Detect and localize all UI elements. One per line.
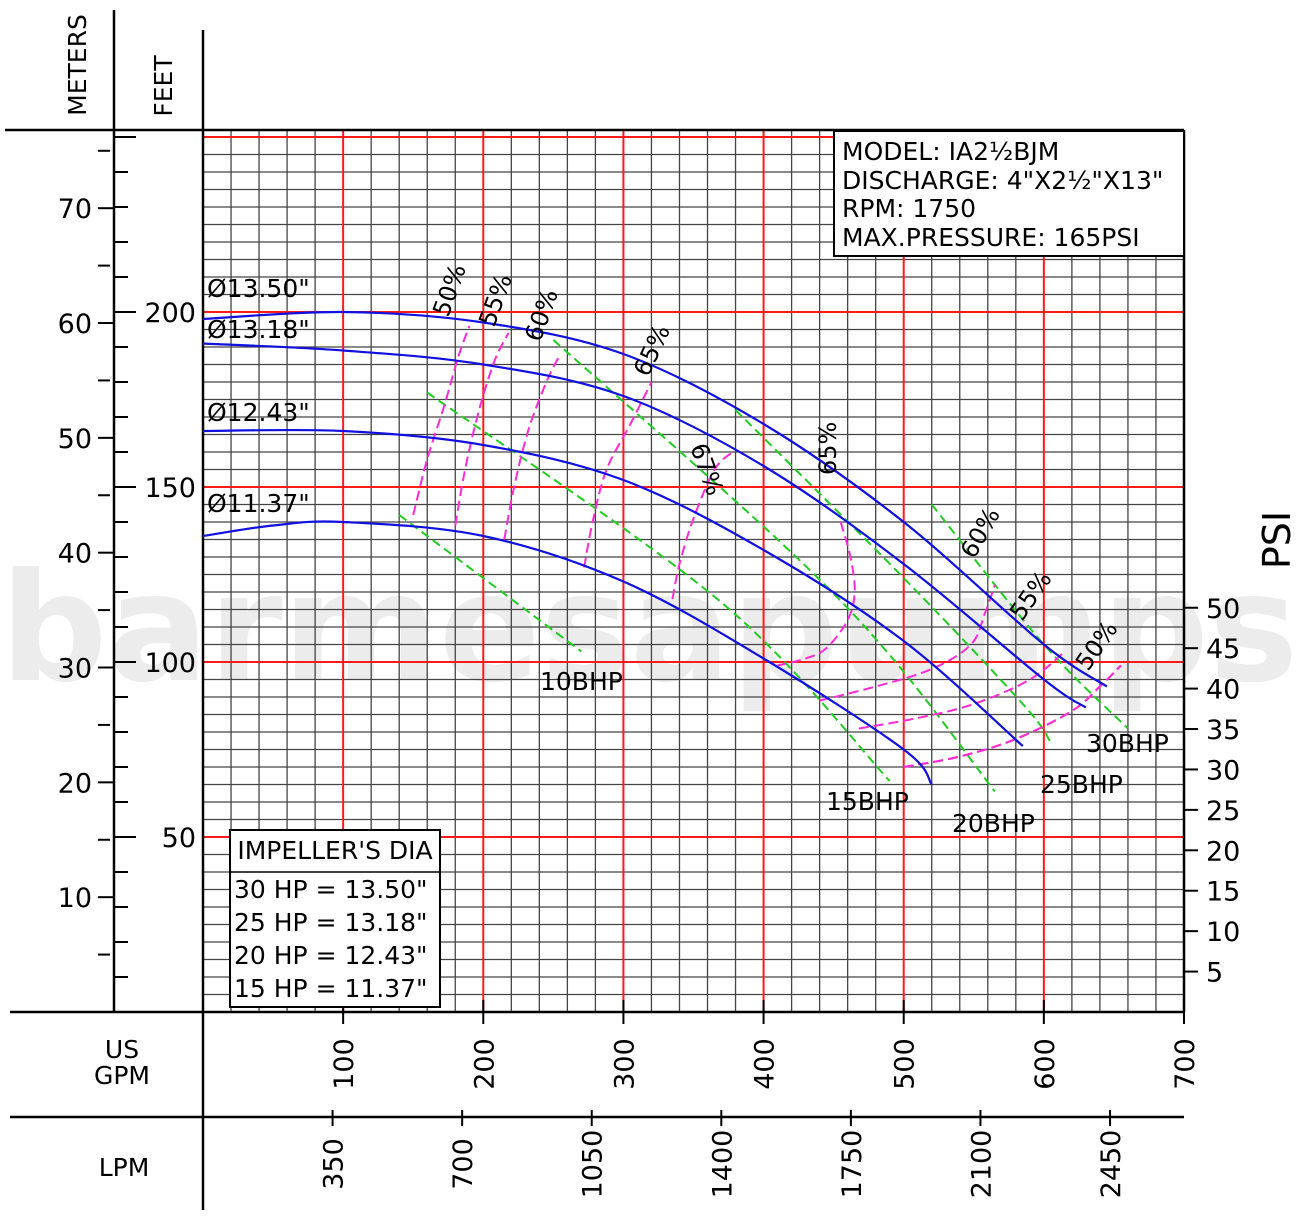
feet-axis-title: FEET <box>149 55 178 117</box>
feet-tick-label: 150 <box>144 473 196 504</box>
efficiency-curve <box>671 451 734 600</box>
lpm-tick-label: 1750 <box>837 1130 868 1199</box>
rpm-line: RPM: 1750 <box>842 194 976 223</box>
bhp-label: 30BHP <box>1086 729 1169 758</box>
impeller-row: 25 HP = 13.18" <box>234 908 428 937</box>
head-curve <box>202 342 1087 709</box>
bhp-line <box>552 339 996 793</box>
head-curve <box>202 310 1108 688</box>
lpm-axis-title: LPM <box>99 1153 150 1182</box>
meters-tick-label: 40 <box>58 539 92 570</box>
max-pressure-line: MAX.PRESSURE: 165PSI <box>842 223 1140 252</box>
psi-tick-label: 35 <box>1206 715 1240 746</box>
bhp-label: 10BHP <box>540 667 623 696</box>
feet-tick-label: 200 <box>144 298 196 329</box>
bhp-label: 20BHP <box>952 809 1035 838</box>
meters-tick-label: 60 <box>58 309 92 340</box>
impeller-row: 30 HP = 13.50" <box>234 875 428 904</box>
head-curve <box>202 428 1024 747</box>
lpm-tick-label: 1050 <box>578 1130 609 1199</box>
lpm-tick-label: 2450 <box>1096 1130 1127 1199</box>
head-curves <box>202 310 1108 786</box>
efficiency-curve <box>503 353 562 540</box>
efficiency-label: 65% <box>814 422 842 475</box>
meters-tick-label: 10 <box>58 883 92 914</box>
gpm-tick-label: 400 <box>750 1038 781 1090</box>
impeller-dia-box: IMPELLER'S DIA 30 HP = 13.50" 25 HP = 13… <box>229 829 441 1008</box>
efficiency-curve <box>412 325 471 516</box>
gpm-tick-label: 100 <box>329 1038 360 1090</box>
meters-tick-label: 30 <box>58 654 92 685</box>
model-info-box: MODEL: IA2½BJM DISCHARGE: 4"X2½"X13" RPM… <box>833 130 1185 257</box>
feet-tick-label: 50 <box>162 823 196 854</box>
lpm-tick-label: 1400 <box>707 1130 738 1199</box>
bhp-label: 15BHP <box>826 787 909 816</box>
meters-tick-label: 70 <box>58 194 92 225</box>
efficiency-curve <box>777 521 856 667</box>
discharge-line: DISCHARGE: 4"X2½"X13" <box>842 166 1163 195</box>
psi-tick-label: 20 <box>1206 836 1240 867</box>
gpm-axis-title: US <box>105 1035 139 1064</box>
gpm-tick-label: 300 <box>609 1038 640 1090</box>
axis-frame <box>5 10 1186 1210</box>
lpm-tick-label: 700 <box>448 1138 479 1190</box>
psi-axis-title: PSI <box>1255 511 1299 569</box>
psi-tick-label: 15 <box>1206 877 1240 908</box>
lpm-tick-label: 2100 <box>966 1130 997 1199</box>
grid-minor <box>203 130 1184 1012</box>
gpm-tick-label: 600 <box>1030 1038 1061 1090</box>
bhp-line <box>734 409 1052 744</box>
psi-tick-label: 30 <box>1206 755 1240 786</box>
impeller-box-title: IMPELLER'S DIA <box>237 836 432 865</box>
impeller-row: 20 HP = 12.43" <box>234 941 428 970</box>
lpm-tick-label: 350 <box>319 1138 350 1190</box>
impeller-row: 15 HP = 11.37" <box>234 974 428 1003</box>
efficiency-curve <box>819 584 996 702</box>
head-curve-label: Ø12.43" <box>207 398 310 427</box>
feet-tick-label: 100 <box>144 648 196 679</box>
efficiency-curve <box>583 381 653 568</box>
gpm-tick-label: 200 <box>469 1038 500 1090</box>
psi-tick-label: 10 <box>1206 917 1240 948</box>
gpm-tick-label: 500 <box>890 1038 921 1090</box>
bhp-label: 25BHP <box>1040 770 1123 799</box>
head-curve-label: Ø13.18" <box>207 315 310 344</box>
gpm-tick-label: 700 <box>1170 1038 1201 1090</box>
efficiency-curve <box>454 332 510 526</box>
psi-tick-label: 45 <box>1206 634 1240 665</box>
head-curve <box>202 520 933 786</box>
meters-tick-label: 20 <box>58 768 92 799</box>
model-line: MODEL: IA2½BJM <box>842 137 1059 166</box>
psi-tick-label: 5 <box>1206 958 1223 989</box>
psi-tick-label: 50 <box>1206 594 1240 625</box>
axis-ticks: 10 20 30 40 50 60 70 50 100 150 200 5 10 15 20 25 30 35 40… <box>58 136 1240 1199</box>
watermark-text: barmesapumps <box>0 542 1298 716</box>
psi-tick-label: 40 <box>1206 675 1240 706</box>
head-curve-label: Ø13.50" <box>207 274 310 303</box>
head-curve-label: Ø11.37" <box>207 489 310 518</box>
meters-tick-label: 50 <box>58 424 92 455</box>
gpm-axis-title-2: GPM <box>94 1061 150 1090</box>
psi-tick-label: 25 <box>1206 796 1240 827</box>
meters-axis-title: METERS <box>63 14 92 116</box>
